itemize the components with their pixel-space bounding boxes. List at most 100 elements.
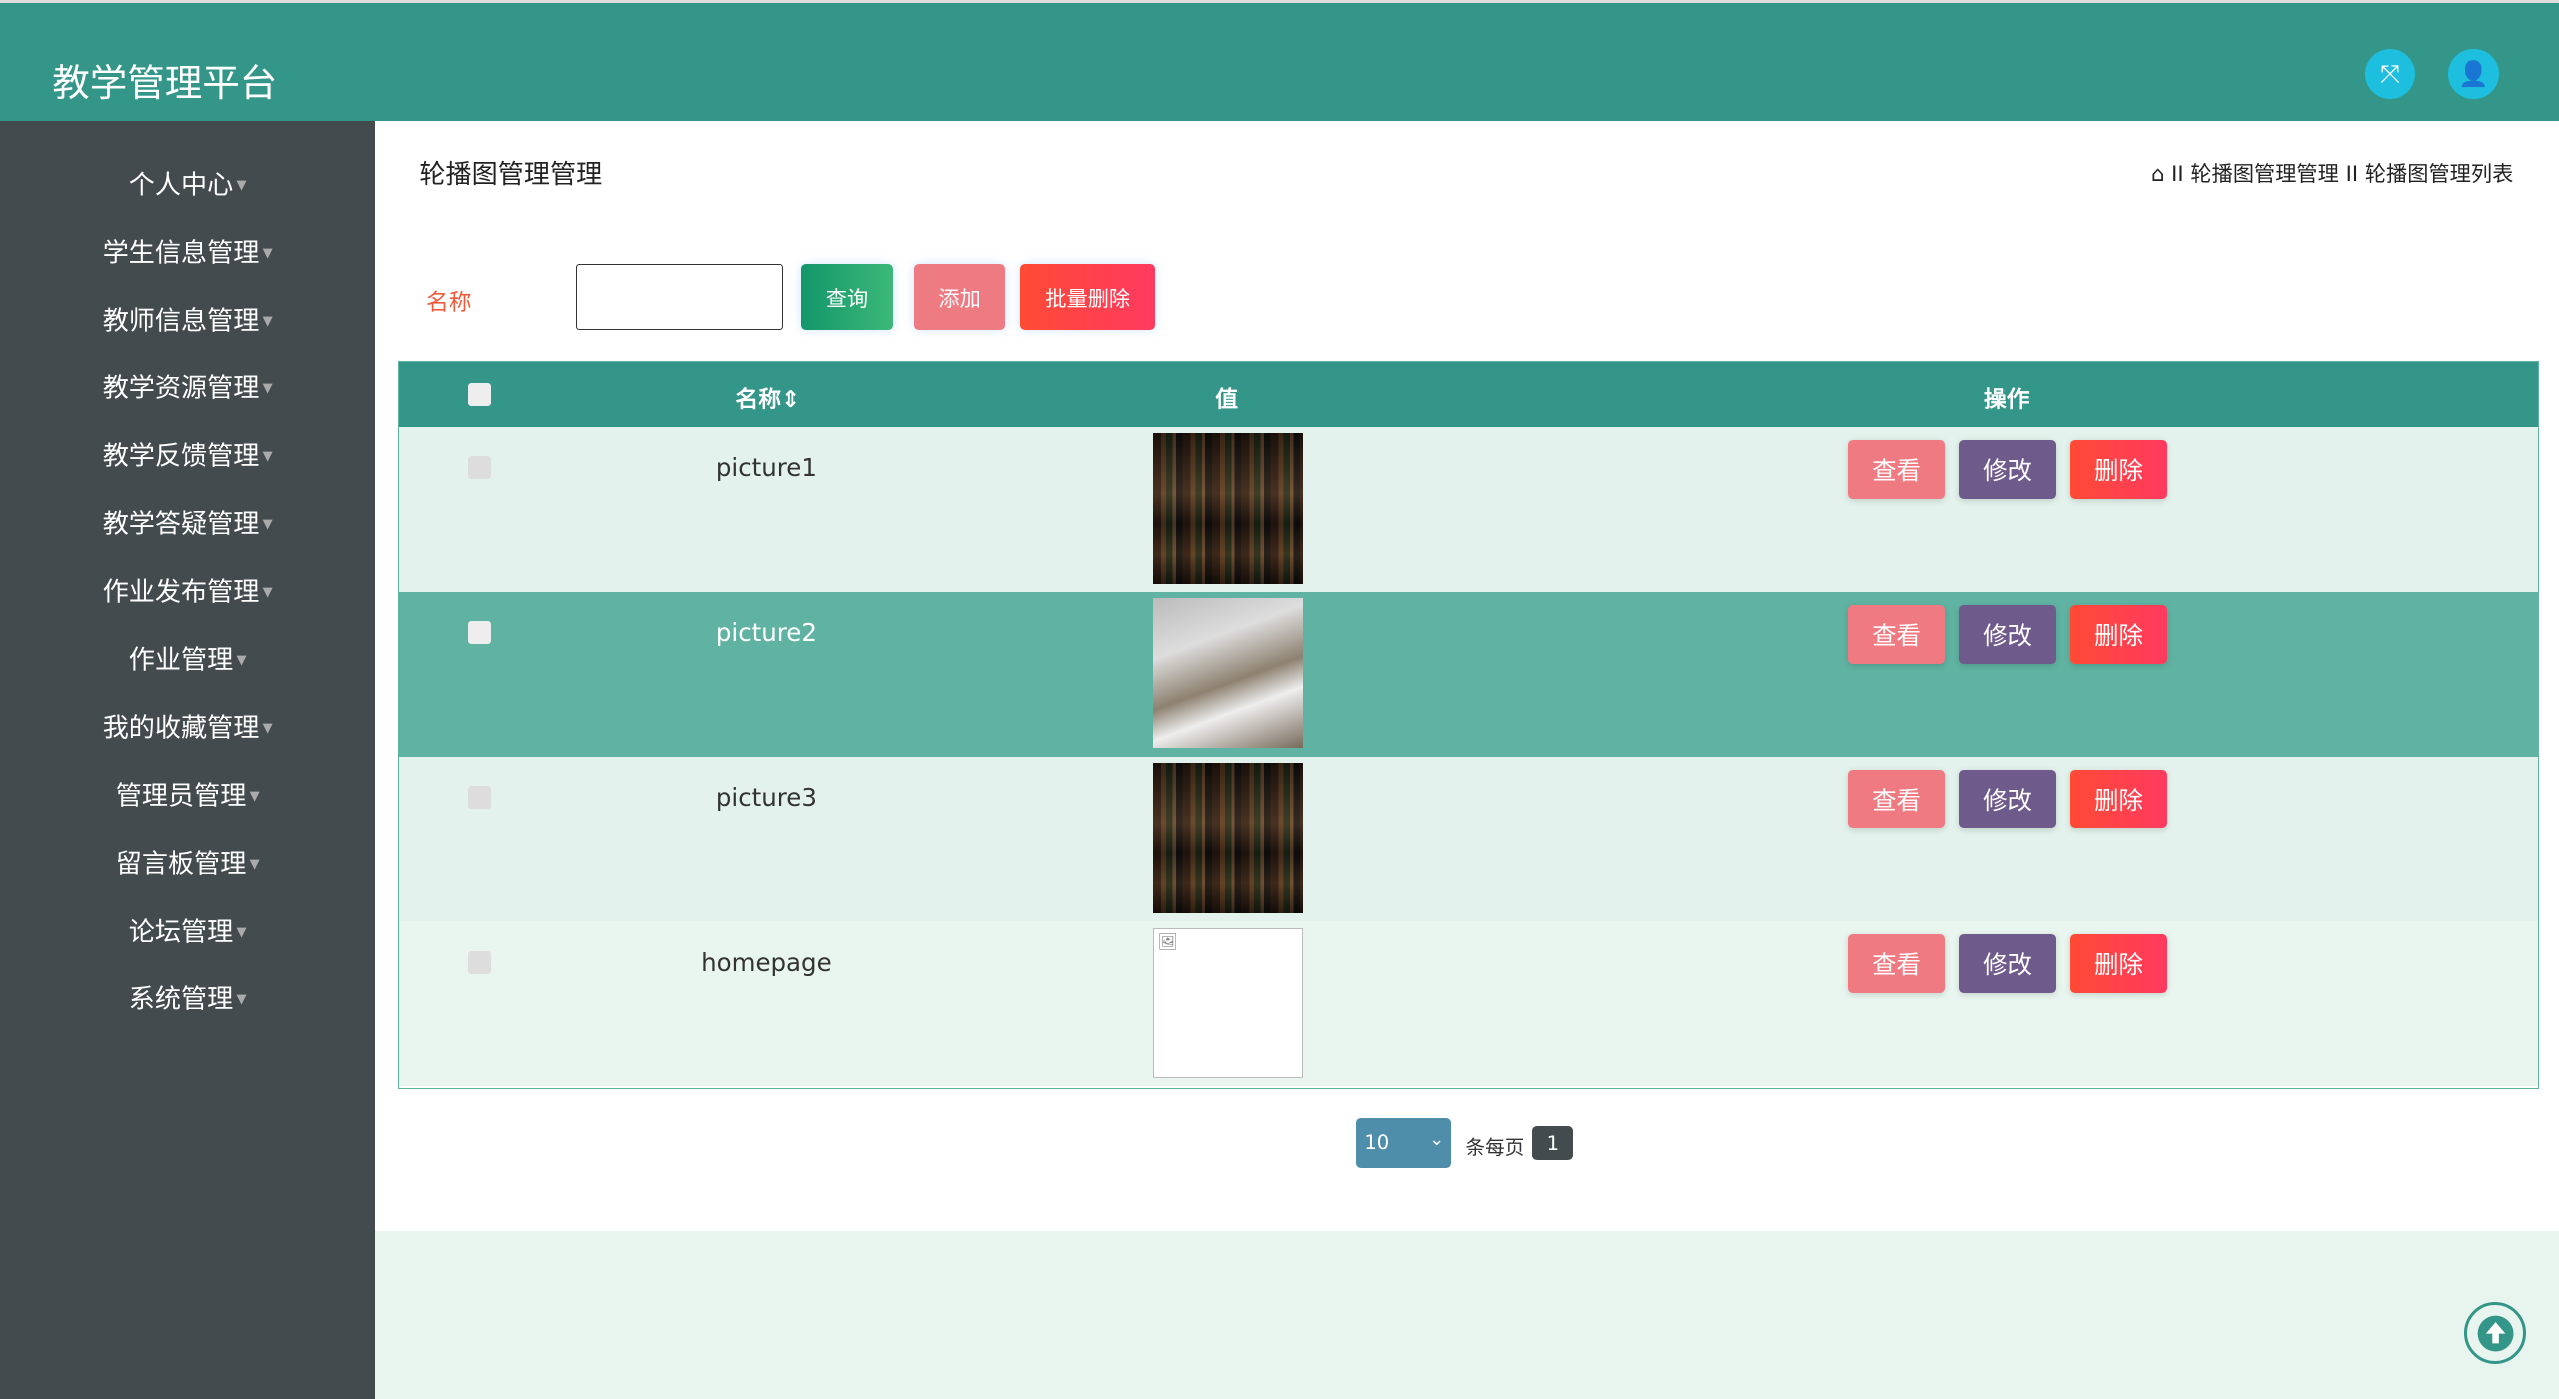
breadcrumb-separator: II (2345, 161, 2359, 187)
sidebar-item[interactable]: 管理员管理 ▼ (0, 763, 375, 831)
main-content: 轮播图管理管理 ⌂ II 轮播图管理管理 II 轮播图管理列表 名称 查询 添加… (375, 121, 2559, 1399)
delete-button[interactable]: 删除 (2070, 604, 2167, 664)
chevron-down-icon: ⌄ (1429, 1129, 1445, 1151)
row-name: picture3 (715, 782, 817, 812)
sidebar-item-label: 我的收藏管理 (102, 713, 260, 744)
edit-button[interactable]: 修改 (1959, 604, 2056, 664)
caret-down-icon: ▼ (236, 177, 247, 193)
data-table: 名称⇕ 值 操作 picture1 查看 修改 删除 picture2 查看 修… (398, 360, 2540, 1089)
row-name: picture2 (715, 617, 817, 647)
caret-down-icon: ▼ (236, 992, 247, 1008)
arrow-up-icon (2477, 1315, 2514, 1352)
sidebar-item[interactable]: 教学反馈管理 ▼ (0, 423, 375, 491)
delete-button[interactable]: 删除 (2070, 439, 2167, 499)
add-button[interactable]: 添加 (913, 264, 1006, 330)
caret-down-icon: ▼ (262, 720, 273, 736)
sidebar-item[interactable]: 学生信息管理 ▼ (0, 220, 375, 288)
user-icon[interactable]: 👤 (2448, 48, 2499, 100)
caret-down-icon: ▼ (236, 924, 247, 940)
sidebar-item[interactable]: 作业管理 ▼ (0, 627, 375, 695)
table-header: 名称⇕ 值 操作 (399, 361, 2539, 427)
view-button[interactable]: 查看 (1848, 604, 1945, 664)
fullscreen-icon[interactable]: ⤧ (2364, 48, 2416, 100)
caret-down-icon: ▼ (249, 856, 260, 872)
home-icon[interactable]: ⌂ (2150, 161, 2165, 187)
back-to-top-button[interactable] (2464, 1302, 2527, 1365)
page-size-value: 10 (1364, 1130, 1390, 1154)
delete-button[interactable]: 删除 (2070, 934, 2167, 994)
sidebar-item-label: 系统管理 (128, 984, 234, 1015)
sidebar-item-label: 教师信息管理 (102, 306, 260, 336)
top-bar: 教学管理平台 ⤧ 👤 (0, 0, 2559, 121)
sidebar-item[interactable]: 教学资源管理 ▼ (0, 355, 375, 423)
column-actions: 操作 (1983, 387, 2030, 414)
row-checkbox[interactable] (467, 621, 491, 644)
edit-button[interactable]: 修改 (1959, 934, 2056, 994)
breadcrumb-item: 轮播图管理列表 (2364, 161, 2514, 187)
sidebar-item[interactable]: 系统管理 ▼ (0, 966, 375, 1034)
query-button[interactable]: 查询 (801, 264, 893, 330)
name-search-input[interactable] (576, 264, 784, 330)
sidebar-item-label: 个人中心 (128, 170, 234, 201)
sidebar-item-label: 学生信息管理 (102, 238, 260, 269)
page-button[interactable]: 1 (1532, 1126, 1574, 1161)
name-label: 名称 (425, 289, 472, 316)
table-row: homepage 🖼 查看 修改 删除 (399, 921, 2539, 1087)
row-image (1153, 598, 1304, 749)
row-image (1153, 433, 1304, 584)
app-title: 教学管理平台 (52, 60, 278, 105)
sidebar-item-label: 教学反馈管理 (102, 441, 260, 472)
caret-down-icon: ▼ (262, 517, 273, 533)
row-checkbox[interactable] (467, 785, 491, 809)
sidebar: 个人中心 ▼ 学生信息管理 ▼ 教师信息管理 ▼ 教学资源管理 ▼ 教学反馈管理 ▼ 教学答疑管理 ▼… (0, 120, 376, 1399)
sidebar-item-label: 教学答疑管理 (102, 509, 260, 540)
sidebar-item[interactable]: 教师信息管理 ▼ (0, 288, 375, 356)
row-image: 🖼 (1153, 927, 1304, 1079)
breadcrumb: ⌂ II 轮播图管理管理 II 轮播图管理列表 (2151, 157, 2513, 188)
column-value: 值 (1215, 387, 1239, 414)
sidebar-item-label: 管理员管理 (115, 781, 247, 812)
table-row: picture1 查看 修改 删除 (399, 426, 2539, 592)
view-button[interactable]: 查看 (1848, 769, 1945, 829)
row-checkbox[interactable] (467, 950, 491, 974)
row-name: picture1 (715, 453, 817, 483)
sidebar-item-label: 作业管理 (128, 645, 234, 676)
row-checkbox[interactable] (467, 456, 491, 480)
table-row: picture3 查看 修改 删除 (399, 756, 2539, 922)
row-name: homepage (701, 947, 832, 977)
sidebar-item[interactable]: 我的收藏管理 ▼ (0, 695, 375, 763)
caret-down-icon: ▼ (262, 449, 273, 465)
sidebar-item-label: 留言板管理 (115, 849, 247, 880)
delete-button[interactable]: 删除 (2070, 769, 2167, 829)
footer-area (375, 1230, 2559, 1399)
caret-down-icon: ▼ (236, 653, 247, 668)
batch-delete-button[interactable]: 批量删除 (1019, 264, 1156, 330)
sidebar-item[interactable]: 论坛管理 ▼ (0, 899, 375, 967)
row-image (1153, 763, 1304, 914)
caret-down-icon: ▼ (262, 313, 273, 329)
sidebar-item[interactable]: 个人中心 ▼ (0, 152, 375, 220)
breadcrumb-separator: II (2171, 161, 2184, 187)
sidebar-item[interactable]: 教学答疑管理 ▼ (0, 491, 375, 559)
page-title: 轮播图管理管理 (419, 160, 603, 191)
sidebar-item[interactable]: 留言板管理 ▼ (0, 831, 375, 899)
caret-down-icon: ▼ (262, 245, 273, 261)
sidebar-item[interactable]: 作业发布管理 ▼ (0, 559, 375, 627)
view-button[interactable]: 查看 (1848, 439, 1945, 499)
select-all-checkbox[interactable] (467, 382, 491, 406)
broken-image-icon: 🖼 (1157, 932, 1179, 952)
column-name[interactable]: 名称⇕ (735, 387, 801, 414)
caret-down-icon: ▼ (262, 585, 273, 601)
edit-button[interactable]: 修改 (1959, 769, 2056, 829)
breadcrumb-item[interactable]: 轮播图管理管理 (2190, 161, 2339, 187)
sidebar-item-label: 论坛管理 (128, 917, 234, 948)
view-button[interactable]: 查看 (1848, 934, 1945, 994)
sidebar-item-label: 教学资源管理 (102, 373, 260, 404)
page-size-select[interactable]: 10 ⌄ (1356, 1117, 1451, 1169)
table-row: picture2 查看 修改 删除 (399, 591, 2539, 757)
caret-down-icon: ▼ (262, 381, 273, 397)
sidebar-item-label: 作业发布管理 (102, 577, 260, 608)
per-page-label: 条每页 (1465, 1135, 1525, 1159)
edit-button[interactable]: 修改 (1959, 439, 2056, 499)
caret-down-icon: ▼ (249, 788, 260, 804)
